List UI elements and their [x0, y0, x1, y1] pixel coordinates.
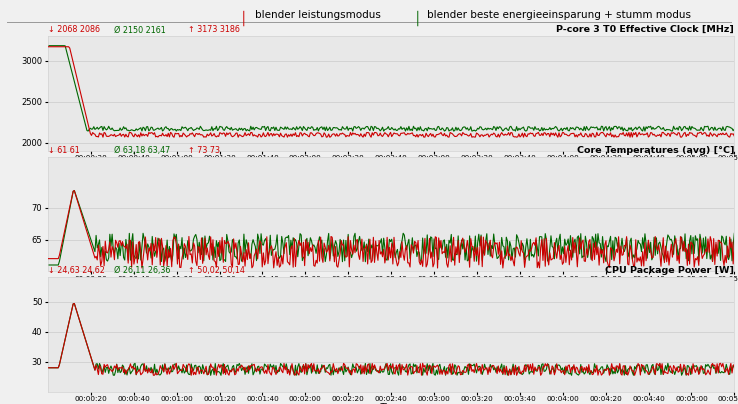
Text: Core Temperatures (avg) [°C]: Core Temperatures (avg) [°C] [577, 145, 734, 155]
Text: blender leistungsmodus: blender leistungsmodus [255, 10, 381, 20]
Text: ↓ 2068 2086: ↓ 2068 2086 [48, 25, 105, 34]
Text: │: │ [413, 10, 421, 25]
Text: Ø 2150 2161: Ø 2150 2161 [114, 25, 171, 34]
Text: │: │ [240, 10, 247, 25]
Text: ↑ 3173 3186: ↑ 3173 3186 [188, 25, 240, 34]
Text: Ø 26,11 26,36: Ø 26,11 26,36 [114, 266, 176, 276]
Text: ↓ 24,63 24,62: ↓ 24,63 24,62 [48, 266, 110, 276]
Text: Ø 63,18 63,47: Ø 63,18 63,47 [114, 146, 176, 155]
Text: ↓ 61 61: ↓ 61 61 [48, 146, 85, 155]
Text: ↑ 73 73: ↑ 73 73 [188, 146, 220, 155]
Text: ↑ 50,02 50,14: ↑ 50,02 50,14 [188, 266, 245, 276]
Text: P-core 3 T0 Effective Clock [MHz]: P-core 3 T0 Effective Clock [MHz] [556, 25, 734, 34]
Text: blender beste energieeinsparung + stumm modus: blender beste energieeinsparung + stumm … [427, 10, 691, 20]
Text: CPU Package Power [W]: CPU Package Power [W] [605, 266, 734, 275]
